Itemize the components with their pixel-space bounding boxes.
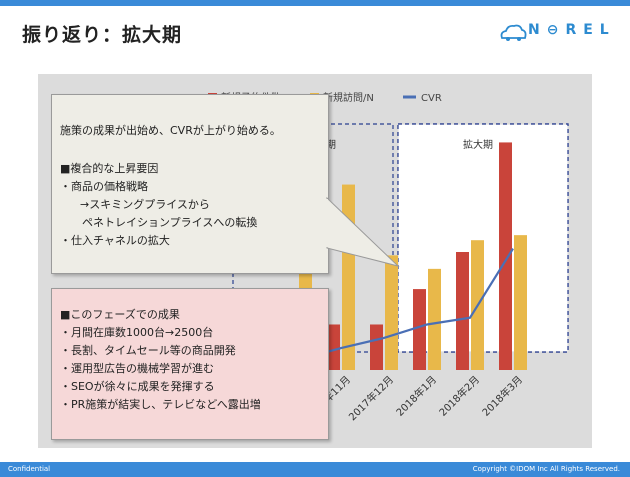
footer-confidential: Confidential xyxy=(8,465,51,473)
callout-top-line-3: ・商品の価格戦略 xyxy=(60,180,148,193)
bar-reservations-1 xyxy=(327,324,340,370)
callout-bottom-line-2: ・月間在庫数1000台→2500台 xyxy=(60,326,214,339)
expansion-period-label: 拡大期 xyxy=(463,138,493,151)
norel-logo: N⊖REL xyxy=(498,14,618,48)
car-cloud-icon xyxy=(500,24,527,41)
callout-phase-results: ■このフェーズでの成果 ・月間在庫数1000台→2500台 ・長割、タイムセール… xyxy=(51,288,329,440)
callout-bottom-line-5: ・SEOが徐々に成果を発揮する xyxy=(60,380,215,393)
callout-top-line-2: ■複合的な上昇要因 xyxy=(60,162,159,175)
bar-visits-1 xyxy=(342,184,355,370)
callout-top-line-4: →スキミングプライスから xyxy=(80,198,210,211)
logo-text: N⊖REL xyxy=(528,22,616,38)
bar-visits-3 xyxy=(428,268,441,370)
callout-bottom-line-6: ・PR施策が結実し、テレビなどへ露出増 xyxy=(60,398,261,411)
callout-bottom-line-3: ・長割、タイムセール等の商品開発 xyxy=(60,344,236,357)
slide-title: 振り返り：拡大期 xyxy=(22,24,183,46)
top-accent-bar xyxy=(0,0,630,6)
callout-top-line-6: ・仕入チャネルの拡大 xyxy=(60,234,170,247)
bar-visits-2 xyxy=(385,255,398,370)
footer-copyright: Copyright ©IDOM Inc All Rights Reserved. xyxy=(472,465,620,473)
callout-top-line-1: 施策の成果が出始め、CVRが上がり始める。 xyxy=(60,124,281,137)
x-tick-label-5: 2018年3月 xyxy=(479,373,525,419)
callout-results-start: 施策の成果が出始め、CVRが上がり始める。 ■複合的な上昇要因 ・商品の価格戦略… xyxy=(51,94,329,274)
callout-top-line-5: ペネトレイションプライスへの転換 xyxy=(82,216,258,229)
callout-bottom-line-4: ・運用型広告の機械学習が進む xyxy=(60,362,214,375)
x-tick-label-2: 2017年12月 xyxy=(346,373,396,423)
bar-reservations-3 xyxy=(413,289,426,370)
callout-bottom-line-1: ■このフェーズでの成果 xyxy=(60,308,180,321)
bar-reservations-5 xyxy=(499,142,512,370)
x-tick-label-4: 2018年2月 xyxy=(436,373,482,419)
bar-visits-5 xyxy=(514,235,527,370)
footer-bar: Confidential Copyright ©IDOM Inc All Rig… xyxy=(0,462,630,477)
previous-period-label: 期 xyxy=(326,139,336,151)
x-tick-label-3: 2018年1月 xyxy=(393,373,439,419)
cvr-line xyxy=(297,248,514,361)
legend-cvr: CVR xyxy=(421,93,442,104)
bar-reservations-2 xyxy=(370,324,383,370)
legend-visits: 新規訪問/N xyxy=(323,91,374,104)
bar-reservations-4 xyxy=(456,252,469,370)
